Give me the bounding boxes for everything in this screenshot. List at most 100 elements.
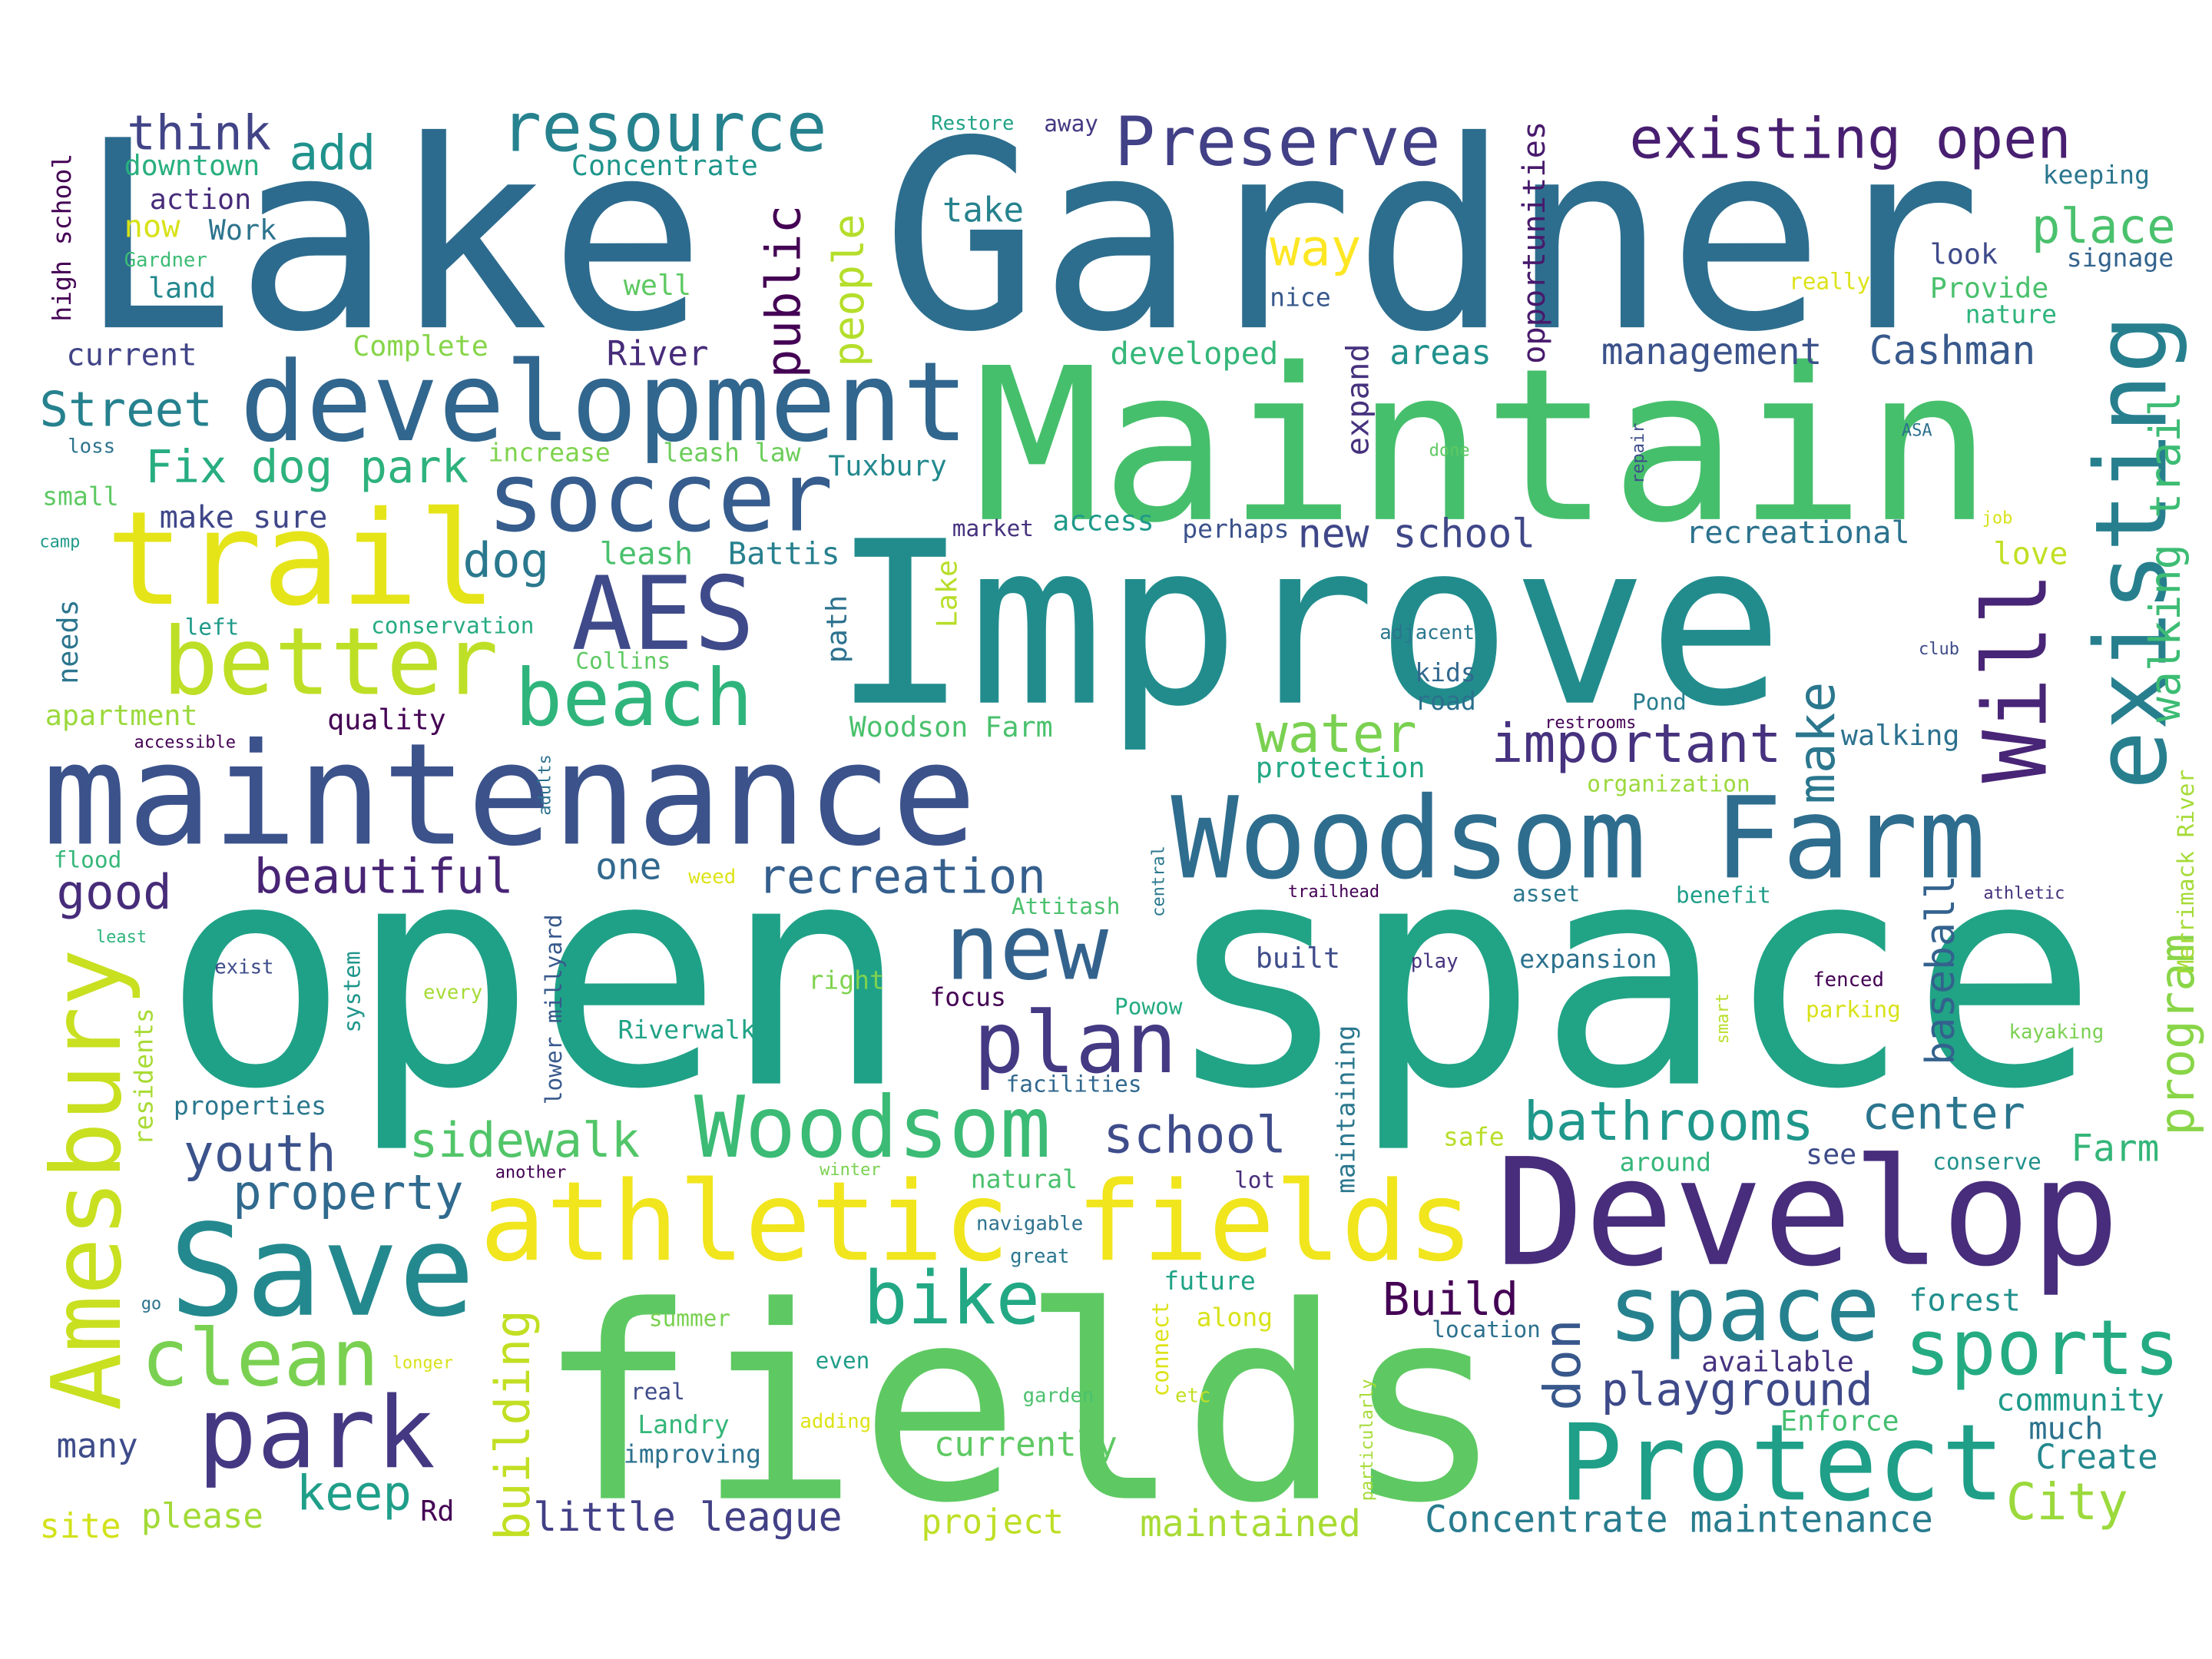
word-pond: Pond (1632, 689, 1687, 715)
word-really: really (1789, 269, 1870, 295)
word-apartment: apartment (45, 699, 198, 732)
word-right: right (808, 965, 885, 995)
word-new-school: new school (1298, 512, 1535, 558)
word-battis: Battis (728, 535, 840, 572)
word-dog-park: dog park (251, 440, 469, 493)
word-please: please (141, 1497, 263, 1536)
word-facilities: facilities (1006, 1071, 1142, 1098)
word-nice: nice (1270, 283, 1331, 313)
word-important: important (1491, 713, 1781, 775)
word-look: look (1930, 238, 1998, 271)
word-site: site (39, 1507, 121, 1546)
word-athletic: athletic (1983, 884, 2065, 903)
word-maintaining: maintaining (1330, 1025, 1360, 1194)
word-repair: repair (1629, 423, 1648, 484)
word-complete: Complete (353, 329, 488, 363)
word-garden: garden (1023, 1385, 1094, 1408)
word-create: Create (2035, 1438, 2157, 1477)
word-tuxbury: Tuxbury (828, 449, 947, 482)
word-building: building (485, 1310, 541, 1541)
word-fix: Fix (145, 440, 227, 493)
word-navigable: navigable (976, 1213, 1083, 1236)
word-way: way (1270, 218, 1361, 277)
word-keep: keep (296, 1465, 412, 1521)
word-left: left (185, 614, 240, 641)
word-beach: beach (515, 652, 753, 744)
word-asa: ASA (1902, 422, 1932, 441)
word-don: don (1533, 1319, 1592, 1410)
word-longer: longer (392, 1354, 453, 1373)
word-beautiful: beautiful (254, 849, 514, 905)
word-sports: sports (1905, 1304, 2180, 1392)
word-gardner: Gardner (882, 86, 1982, 389)
word-road: road (1415, 686, 1476, 716)
word-every: every (423, 981, 482, 1004)
word-currently: currently (934, 1426, 1118, 1465)
word-enforce: Enforce (1780, 1404, 1899, 1437)
word-river: River (607, 335, 709, 374)
word-protection: protection (1256, 751, 1426, 784)
word-increase: increase (488, 438, 611, 468)
word-exist: exist (214, 955, 273, 979)
word-small: small (42, 482, 119, 512)
word-public: public (755, 205, 811, 378)
word-sidewalk: sidewalk (409, 1112, 641, 1168)
word-winter: winter (820, 1161, 880, 1180)
word-smart: smart (1714, 993, 1733, 1044)
word-city: City (2006, 1472, 2128, 1532)
word-much: much (2028, 1410, 2103, 1447)
word-existing: existing (2075, 314, 2189, 790)
word-maintain: Maintain (973, 323, 1992, 569)
word-nature: nature (1965, 300, 2058, 329)
word-job: job (1982, 508, 2013, 528)
word-kids: kids (1415, 657, 1476, 687)
word-lake: Lake (78, 86, 706, 389)
word-future: future (1164, 1266, 1256, 1296)
word-safe: safe (1443, 1121, 1505, 1151)
word-property: property (233, 1164, 463, 1220)
word-riverwalk: Riverwalk (618, 1015, 756, 1045)
word-conserve: conserve (1932, 1149, 2041, 1175)
word-great: great (1010, 1245, 1069, 1268)
word-organization: organization (1587, 770, 1750, 796)
word-merrimack-river: Merrimack River (2173, 770, 2199, 973)
word-landry: Landry (637, 1409, 730, 1439)
word-around: around (1620, 1147, 1712, 1177)
word-think: think (127, 105, 271, 161)
word-particularly: particularly (1358, 1379, 1377, 1501)
word-land: land (148, 272, 216, 305)
word-fenced: fenced (1813, 969, 1884, 992)
word-restrooms: restrooms (1545, 714, 1636, 733)
word-natural: natural (971, 1164, 1078, 1194)
word-provide: Provide (1930, 272, 2049, 305)
word-management: management (1601, 331, 1823, 373)
word-adults: adults (535, 754, 555, 815)
word-space: space (1608, 1257, 1880, 1362)
word-now: now (124, 208, 181, 245)
word-focus: focus (929, 982, 1006, 1012)
word-work: Work (209, 214, 276, 247)
word-good: good (57, 864, 172, 920)
word-club: club (1919, 640, 1959, 659)
word-make-sure: make sure (160, 498, 328, 535)
word-preserve: Preserve (1114, 102, 1441, 181)
word-street: Street (39, 382, 212, 438)
word-program: program (2149, 934, 2205, 1136)
word-opportunities: opportunities (1515, 121, 1552, 364)
word-current: current (66, 336, 197, 373)
word-water: water (1256, 703, 1417, 765)
word-developed: developed (1111, 335, 1279, 372)
word-lot: lot (1234, 1167, 1275, 1194)
word-forest: forest (1909, 1281, 2021, 1318)
word-well: well (624, 269, 691, 302)
word-love: love (1993, 535, 2068, 572)
word-existing-open: existing open (1629, 107, 2071, 172)
word-cashman: Cashman (1869, 328, 2036, 374)
word-system: system (339, 951, 365, 1032)
word-attitash: Attitash (1012, 893, 1121, 919)
word-place: place (2032, 198, 2176, 254)
word-benefit: benefit (1676, 882, 1771, 909)
word-high-school: high school (47, 154, 77, 322)
word-perhaps: perhaps (1182, 514, 1289, 544)
